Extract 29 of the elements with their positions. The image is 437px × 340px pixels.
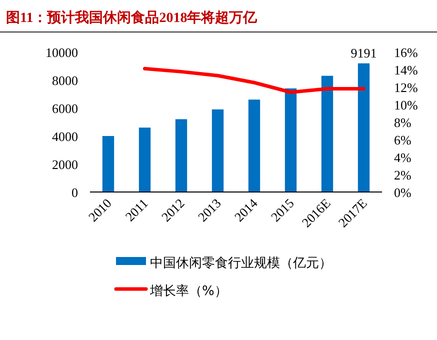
y2-tick-label: 12%	[394, 80, 418, 95]
y2-tick-label: 10%	[394, 98, 418, 112]
y2-tick-label: 4%	[394, 150, 412, 165]
data-label: 9191	[350, 45, 377, 60]
y-tick-label: 6000	[52, 101, 78, 116]
y-tick-label: 2000	[52, 157, 78, 172]
bar	[212, 109, 224, 192]
y-tick-label: 10000	[46, 45, 78, 60]
legend-label: 增长率（%）	[149, 283, 228, 299]
bar	[321, 76, 334, 192]
y-tick-label: 4000	[52, 129, 78, 144]
legend-label: 中国休闲零食行业规模（亿元）	[150, 256, 332, 271]
bar	[248, 100, 260, 192]
y2-tick-label: 8%	[394, 115, 412, 130]
bar	[284, 88, 297, 192]
bar	[138, 128, 151, 192]
bar	[358, 63, 370, 192]
y-tick-label: 0	[72, 185, 78, 200]
y2-tick-label: 2%	[394, 168, 412, 182]
bar	[102, 136, 114, 192]
y2-tick-label: 16%	[394, 45, 418, 60]
x-tick-label: 2011	[122, 196, 151, 224]
y2-tick-label: 14%	[394, 62, 418, 78]
y2-tick-label: 0%	[394, 185, 412, 200]
line-series	[143, 66, 366, 94]
chart-title: 图11：预计我国休闲食品2018年将超万亿	[6, 10, 258, 26]
bar	[175, 119, 188, 192]
y-tick-label: 8000	[52, 73, 78, 88]
y2-tick-label: 6%	[394, 132, 412, 148]
